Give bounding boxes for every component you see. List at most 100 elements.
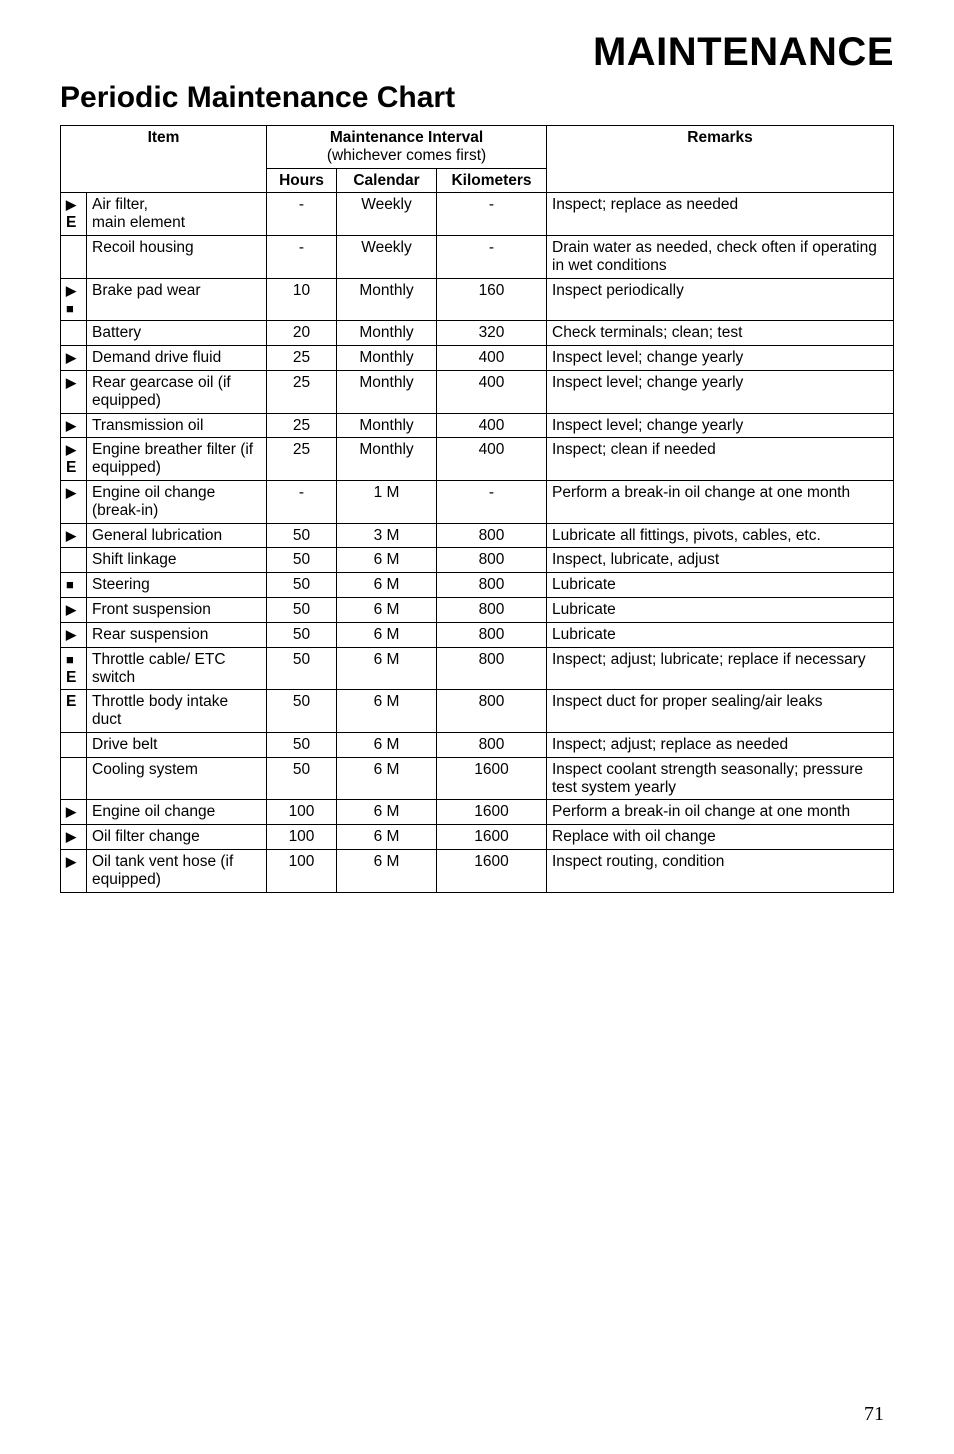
remarks-cell: Inspect; adjust; lubricate; replace if n…	[547, 647, 894, 690]
table-row: ▶EAir filter,main element-Weekly-Inspect…	[61, 193, 894, 236]
table-row: Recoil housing-Weekly-Drain water as nee…	[61, 236, 894, 279]
kilometers-cell: 800	[437, 548, 547, 573]
item-cell: Air filter,main element	[87, 193, 267, 236]
item-cell: Engine oil change	[87, 800, 267, 825]
item-cell: Oil tank vent hose (if equipped)	[87, 850, 267, 893]
kilometers-cell: 800	[437, 647, 547, 690]
header-interval-label: Maintenance Interval	[330, 129, 483, 146]
symbol-cell: ▶	[61, 413, 87, 438]
symbol-cell: ▶E	[61, 193, 87, 236]
triangle-icon: ▶	[66, 486, 76, 501]
symbol-cell: ▶E	[61, 438, 87, 481]
hours-cell: 25	[267, 370, 337, 413]
calendar-cell: 6 M	[337, 622, 437, 647]
hours-cell: 50	[267, 647, 337, 690]
kilometers-cell: 1600	[437, 850, 547, 893]
remarks-cell: Lubricate	[547, 573, 894, 598]
triangle-icon: ▶	[66, 419, 76, 434]
remarks-cell: Inspect routing, condition	[547, 850, 894, 893]
remarks-cell: Inspect periodically	[547, 278, 894, 321]
calendar-cell: Monthly	[337, 413, 437, 438]
symbol-cell: ▶	[61, 481, 87, 524]
table-row: ▶General lubrication503 M800Lubricate al…	[61, 523, 894, 548]
table-row: ▶Oil filter change1006 M1600Replace with…	[61, 825, 894, 850]
item-cell: Steering	[87, 573, 267, 598]
hours-cell: -	[267, 236, 337, 279]
table-row: ▶EEngine breather filter (if equipped)25…	[61, 438, 894, 481]
symbol-cell	[61, 732, 87, 757]
symbol-cell: ■	[61, 573, 87, 598]
item-cell: Battery	[87, 321, 267, 346]
remarks-cell: Inspect coolant strength seasonally; pre…	[547, 757, 894, 800]
hours-cell: 50	[267, 757, 337, 800]
hours-cell: 20	[267, 321, 337, 346]
remarks-cell: Lubricate	[547, 598, 894, 623]
page-title: MAINTENANCE	[60, 30, 894, 75]
hours-cell: 25	[267, 438, 337, 481]
item-cell: Engine breather filter (if equipped)	[87, 438, 267, 481]
hours-cell: 50	[267, 548, 337, 573]
kilometers-cell: 800	[437, 523, 547, 548]
table-row: ▶Rear suspension506 M800Lubricate	[61, 622, 894, 647]
item-cell: Drive belt	[87, 732, 267, 757]
symbol-cell: ▶	[61, 523, 87, 548]
hours-cell: -	[267, 481, 337, 524]
table-row: ▶Engine oil change (break-in)-1 M-Perfor…	[61, 481, 894, 524]
item-cell: Engine oil change (break-in)	[87, 481, 267, 524]
calendar-cell: Monthly	[337, 346, 437, 371]
header-interval-sub: (whichever comes first)	[327, 147, 486, 164]
hours-cell: 100	[267, 825, 337, 850]
calendar-cell: Monthly	[337, 278, 437, 321]
header-remarks: Remarks	[547, 126, 894, 193]
table-row: ▶Demand drive fluid25Monthly400Inspect l…	[61, 346, 894, 371]
hours-cell: 50	[267, 573, 337, 598]
remarks-cell: Replace with oil change	[547, 825, 894, 850]
triangle-icon: ▶	[66, 855, 76, 870]
triangle-icon: ▶	[66, 351, 76, 366]
kilometers-cell: -	[437, 236, 547, 279]
table-row: Shift linkage506 M800Inspect, lubricate,…	[61, 548, 894, 573]
hours-cell: 25	[267, 346, 337, 371]
item-cell: Rear suspension	[87, 622, 267, 647]
calendar-cell: Monthly	[337, 370, 437, 413]
hours-cell: 25	[267, 413, 337, 438]
triangle-icon: ▶	[66, 628, 76, 643]
table-body: ▶EAir filter,main element-Weekly-Inspect…	[61, 193, 894, 892]
calendar-cell: 6 M	[337, 647, 437, 690]
calendar-cell: Monthly	[337, 321, 437, 346]
table-row: ▶Rear gearcase oil (if equipped)25Monthl…	[61, 370, 894, 413]
symbol-cell	[61, 236, 87, 279]
kilometers-cell: 800	[437, 598, 547, 623]
remarks-cell: Inspect level; change yearly	[547, 370, 894, 413]
table-row: ▶Transmission oil25Monthly400Inspect lev…	[61, 413, 894, 438]
item-cell: Cooling system	[87, 757, 267, 800]
table-row: ▶Engine oil change1006 M1600Perform a br…	[61, 800, 894, 825]
symbol-cell	[61, 757, 87, 800]
hours-cell: 100	[267, 800, 337, 825]
kilometers-cell: 320	[437, 321, 547, 346]
triangle-icon: ▶	[66, 443, 76, 458]
remarks-cell: Drain water as needed, check often if op…	[547, 236, 894, 279]
maintenance-table: Item Maintenance Interval (whichever com…	[60, 125, 894, 893]
hours-cell: 50	[267, 598, 337, 623]
square-icon: ■	[66, 578, 74, 593]
page-number: 71	[864, 1403, 884, 1426]
table-row: ▶■Brake pad wear10Monthly160Inspect peri…	[61, 278, 894, 321]
calendar-cell: 6 M	[337, 573, 437, 598]
kilometers-cell: 800	[437, 690, 547, 733]
symbol-cell: ▶	[61, 622, 87, 647]
header-interval: Maintenance Interval (whichever comes fi…	[267, 126, 547, 169]
remarks-cell: Inspect; adjust; replace as needed	[547, 732, 894, 757]
calendar-cell: 6 M	[337, 757, 437, 800]
calendar-cell: 1 M	[337, 481, 437, 524]
table-row: Cooling system506 M1600Inspect coolant s…	[61, 757, 894, 800]
remarks-cell: Inspect; clean if needed	[547, 438, 894, 481]
triangle-icon: ▶	[66, 603, 76, 618]
kilometers-cell: 400	[437, 370, 547, 413]
calendar-cell: Monthly	[337, 438, 437, 481]
remarks-cell: Perform a break-in oil change at one mon…	[547, 481, 894, 524]
remarks-cell: Inspect; replace as needed	[547, 193, 894, 236]
symbol-text: E	[66, 459, 76, 476]
symbol-cell: ■E	[61, 647, 87, 690]
calendar-cell: 3 M	[337, 523, 437, 548]
